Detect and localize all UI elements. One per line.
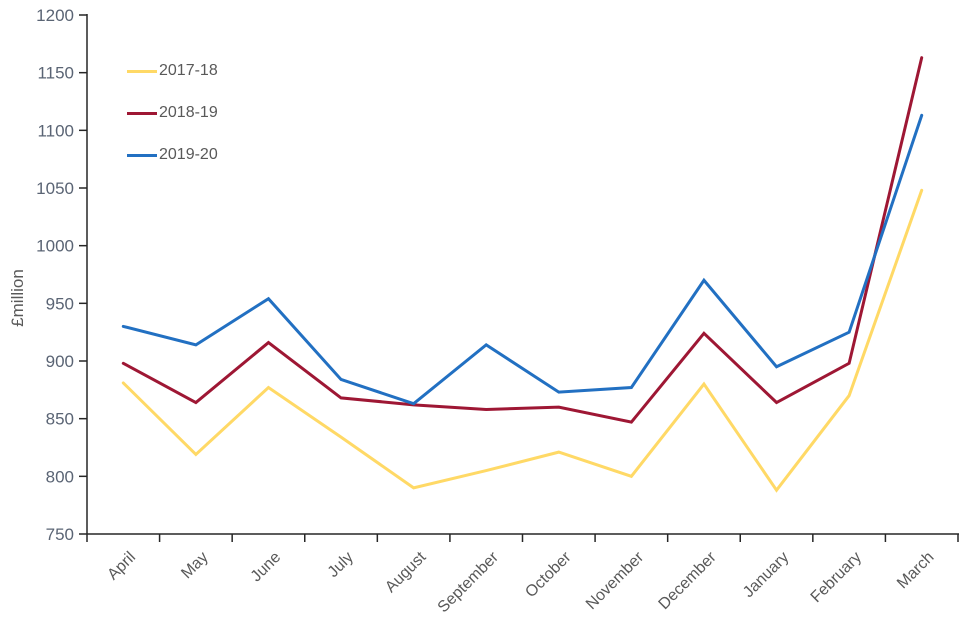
x-axis-label: July — [325, 549, 357, 581]
y-tick-label: 1000 — [36, 237, 74, 256]
legend-label: 2019-20 — [159, 146, 218, 163]
x-axis-label: February — [808, 549, 865, 606]
y-tick-label: 750 — [46, 525, 74, 544]
x-axis-label: May — [178, 549, 211, 582]
x-axis-label: March — [894, 549, 937, 592]
y-tick-label: 950 — [46, 294, 74, 313]
x-axis-label: November — [583, 548, 648, 613]
y-tick-label: 850 — [46, 410, 74, 429]
y-tick-label: 1100 — [37, 121, 74, 140]
x-axis-label: June — [248, 549, 285, 586]
y-tick-label: 900 — [46, 352, 74, 371]
legend-label: 2017-18 — [159, 62, 218, 79]
x-axis-label: April — [104, 549, 139, 584]
x-axis-label: October — [522, 548, 575, 601]
x-axis-label: January — [740, 549, 792, 601]
y-tick-label: 800 — [46, 467, 74, 486]
y-tick-label: 1150 — [37, 64, 74, 83]
legend-label: 2018-19 — [159, 104, 218, 121]
series-line-2017-18 — [121, 188, 924, 493]
series-line-2019-20 — [121, 113, 924, 406]
legend-line-swatch — [127, 153, 157, 157]
x-axis-label: August — [382, 548, 430, 596]
x-axis-label: December — [656, 548, 721, 613]
chart-legend: 2017-18 2018-19 2019-20 — [127, 50, 218, 176]
x-axis-label: September — [435, 548, 503, 616]
legend-item: 2017-18 — [127, 50, 218, 92]
legend-line-swatch — [127, 69, 157, 73]
legend-item: 2019-20 — [127, 134, 218, 176]
legend-item: 2018-19 — [127, 92, 218, 134]
series-line-2018-19 — [121, 56, 924, 424]
legend-line-swatch — [127, 111, 157, 115]
y-tick-label: 1050 — [36, 179, 74, 198]
y-tick-label: 1200 — [36, 6, 74, 25]
